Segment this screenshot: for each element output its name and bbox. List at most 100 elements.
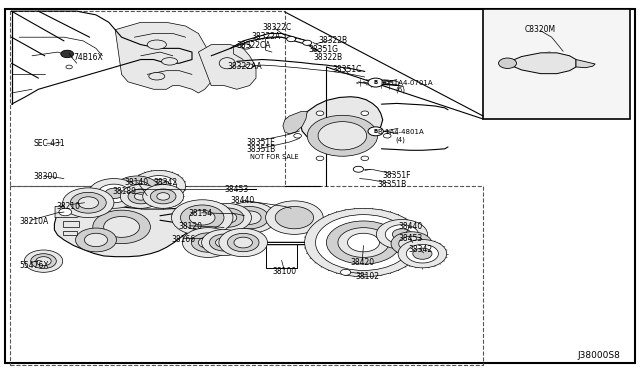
Ellipse shape [147, 40, 166, 49]
Text: 38440: 38440 [398, 222, 422, 231]
Circle shape [361, 111, 369, 115]
Circle shape [307, 115, 378, 156]
Circle shape [376, 219, 428, 249]
Circle shape [287, 36, 296, 42]
Polygon shape [506, 53, 576, 74]
Text: 38453: 38453 [398, 234, 422, 243]
Circle shape [368, 127, 383, 136]
Text: 38322CA: 38322CA [237, 41, 271, 50]
Text: 38420: 38420 [351, 258, 375, 267]
Text: 74B16X: 74B16X [74, 53, 103, 62]
Ellipse shape [149, 73, 165, 80]
Circle shape [198, 237, 218, 248]
Circle shape [157, 193, 170, 200]
Bar [63, 231, 77, 235]
Circle shape [211, 208, 244, 227]
Circle shape [36, 257, 51, 266]
Text: 38342: 38342 [154, 178, 178, 187]
Circle shape [348, 233, 380, 252]
Circle shape [230, 206, 269, 229]
Text: (4): (4) [396, 136, 405, 143]
Circle shape [88, 179, 140, 208]
Polygon shape [54, 203, 205, 257]
Circle shape [246, 64, 253, 68]
Circle shape [120, 185, 161, 208]
Ellipse shape [162, 58, 178, 65]
Circle shape [316, 111, 324, 115]
Circle shape [78, 197, 99, 209]
Circle shape [104, 217, 140, 237]
Text: 38154: 38154 [189, 209, 213, 218]
Circle shape [202, 230, 246, 256]
Text: B091A4-0701A: B091A4-0701A [381, 80, 433, 86]
Polygon shape [198, 45, 256, 89]
Circle shape [147, 179, 170, 193]
Text: 38351F: 38351F [383, 171, 412, 180]
Circle shape [294, 134, 301, 138]
Circle shape [340, 269, 351, 275]
Text: 38322C: 38322C [262, 23, 292, 32]
Circle shape [63, 188, 114, 218]
Circle shape [203, 203, 252, 232]
Text: 38351E: 38351E [246, 138, 275, 147]
Circle shape [234, 237, 252, 248]
Circle shape [227, 233, 259, 252]
Circle shape [303, 40, 312, 45]
Ellipse shape [219, 58, 236, 69]
Text: 38102: 38102 [355, 272, 380, 280]
Circle shape [223, 202, 276, 233]
Polygon shape [576, 60, 595, 68]
Circle shape [105, 188, 123, 199]
Circle shape [209, 234, 239, 251]
Text: 38351B: 38351B [378, 180, 407, 189]
Circle shape [266, 201, 323, 234]
Circle shape [316, 156, 324, 161]
Text: 38189: 38189 [112, 187, 136, 196]
Text: SEC.431: SEC.431 [33, 139, 65, 148]
Polygon shape [115, 22, 218, 93]
Text: 38210: 38210 [56, 202, 81, 211]
Text: (6): (6) [396, 87, 406, 93]
Circle shape [66, 65, 72, 69]
Polygon shape [283, 112, 307, 134]
Polygon shape [301, 97, 383, 150]
Text: B: B [374, 80, 378, 85]
Circle shape [191, 233, 225, 252]
Circle shape [368, 78, 383, 87]
Text: B: B [374, 129, 378, 134]
Bar [63, 221, 79, 227]
Circle shape [305, 208, 422, 277]
Text: 38322A: 38322A [252, 32, 281, 41]
Text: 38351C: 38351C [333, 65, 362, 74]
Circle shape [316, 215, 412, 270]
Circle shape [218, 212, 237, 223]
Circle shape [413, 248, 432, 259]
Circle shape [238, 211, 261, 224]
Circle shape [216, 238, 232, 247]
Text: 38322B: 38322B [314, 53, 343, 62]
Circle shape [172, 200, 233, 235]
Text: 38351G: 38351G [308, 45, 339, 54]
Circle shape [24, 250, 63, 272]
Text: 38300: 38300 [33, 172, 58, 181]
Circle shape [242, 44, 251, 49]
Circle shape [385, 225, 419, 244]
Text: 38440: 38440 [230, 196, 255, 205]
Circle shape [150, 189, 176, 204]
Circle shape [76, 228, 116, 252]
Text: 38166: 38166 [172, 235, 196, 244]
Circle shape [318, 122, 367, 150]
Circle shape [59, 208, 72, 216]
Circle shape [115, 176, 159, 202]
Circle shape [383, 134, 391, 138]
Text: 38140: 38140 [125, 178, 149, 187]
Circle shape [391, 232, 432, 256]
Circle shape [275, 206, 314, 229]
Circle shape [189, 210, 215, 225]
Text: 38351B: 38351B [246, 145, 276, 154]
Circle shape [128, 189, 154, 204]
Circle shape [143, 185, 184, 208]
Bar [266, 244, 297, 268]
Circle shape [406, 244, 438, 263]
Circle shape [338, 228, 389, 257]
